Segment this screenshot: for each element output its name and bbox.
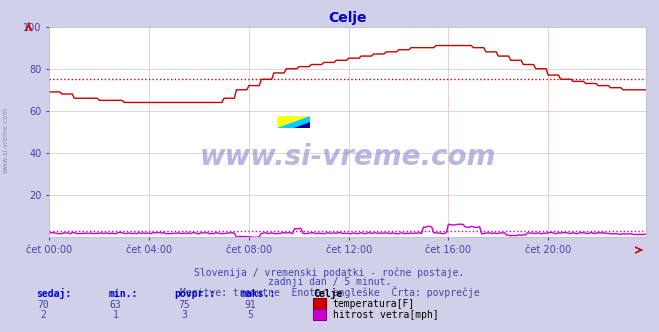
Text: 5: 5: [248, 310, 253, 320]
Text: hitrost vetra[mph]: hitrost vetra[mph]: [333, 310, 438, 320]
Text: www.si-vreme.com: www.si-vreme.com: [200, 143, 496, 171]
Polygon shape: [277, 116, 310, 128]
Text: Celje: Celje: [313, 288, 343, 299]
Text: 63: 63: [109, 300, 121, 310]
Polygon shape: [277, 116, 310, 128]
Text: sedaj:: sedaj:: [36, 288, 71, 299]
Text: 75: 75: [179, 300, 190, 310]
Text: 70: 70: [37, 300, 49, 310]
Text: 1: 1: [113, 310, 118, 320]
Text: min.:: min.:: [109, 289, 138, 299]
Text: zadnji dan / 5 minut.: zadnji dan / 5 minut.: [268, 277, 391, 287]
Text: 2: 2: [40, 310, 45, 320]
Text: 3: 3: [182, 310, 187, 320]
Text: 91: 91: [244, 300, 256, 310]
Polygon shape: [294, 122, 310, 128]
Title: Celje: Celje: [328, 11, 367, 25]
Text: temperatura[F]: temperatura[F]: [333, 299, 415, 309]
Text: povpr.:: povpr.:: [175, 289, 215, 299]
Text: maks.:: maks.:: [241, 289, 275, 299]
Text: www.si-vreme.com: www.si-vreme.com: [2, 106, 9, 173]
Text: Meritve: trenutne  Enote: angleške  Črta: povprečje: Meritve: trenutne Enote: angleške Črta: …: [180, 286, 479, 298]
Text: Slovenija / vremenski podatki - ročne postaje.: Slovenija / vremenski podatki - ročne po…: [194, 267, 465, 278]
